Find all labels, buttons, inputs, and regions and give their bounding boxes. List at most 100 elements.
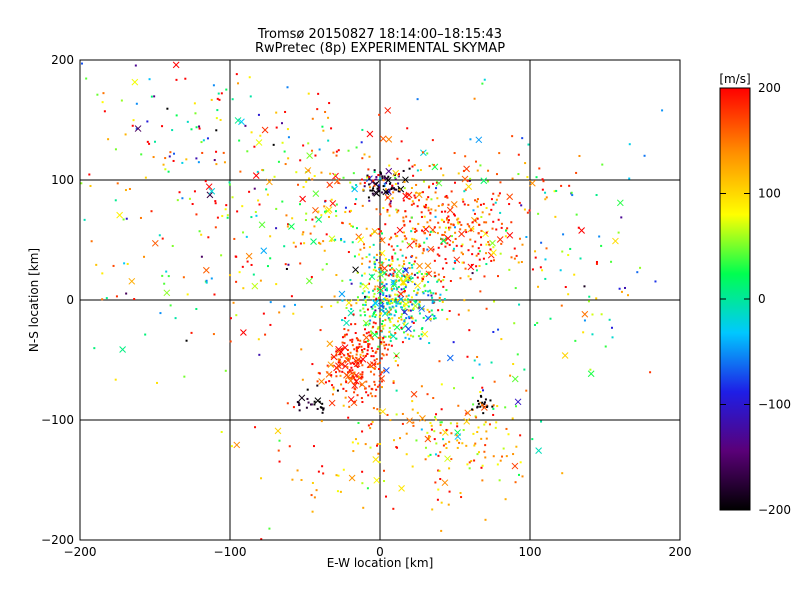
- data-point: [291, 478, 294, 481]
- data-point: [568, 184, 571, 187]
- data-point: [201, 151, 204, 154]
- data-point: [380, 270, 383, 273]
- data-point: [473, 459, 476, 462]
- data-point: [598, 235, 601, 238]
- data-point: [245, 235, 248, 238]
- data-point: [414, 319, 417, 322]
- data-point: [560, 184, 563, 187]
- data-point: [357, 346, 360, 349]
- data-point: [408, 262, 411, 265]
- data-point: [564, 286, 567, 289]
- data-point: [238, 271, 241, 274]
- data-point: [403, 287, 406, 290]
- data-point: [352, 357, 355, 360]
- data-point: [457, 217, 460, 220]
- data-point: [432, 292, 435, 295]
- data-marker-x: [446, 206, 454, 214]
- data-point: [216, 109, 219, 112]
- data-point: [375, 253, 378, 256]
- data-point: [424, 289, 427, 292]
- data-point: [325, 210, 328, 213]
- data-point: [406, 298, 409, 301]
- data-point: [185, 158, 188, 161]
- data-point: [542, 180, 545, 183]
- data-point: [554, 215, 557, 218]
- data-point: [442, 438, 445, 441]
- data-point: [448, 490, 451, 493]
- data-point: [372, 321, 375, 324]
- data-point: [405, 215, 408, 218]
- data-point: [410, 296, 413, 299]
- data-point: [311, 218, 314, 221]
- data-point: [460, 496, 463, 499]
- chart-subtitle: RwPretec (8p) EXPERIMENTAL SKYMAP: [255, 41, 505, 56]
- data-point: [348, 210, 351, 213]
- data-point: [334, 238, 337, 241]
- data-marker-x: [151, 239, 159, 247]
- data-point: [407, 315, 410, 318]
- data-point: [345, 333, 348, 336]
- data-point: [384, 223, 387, 226]
- data-marker-x: [252, 172, 260, 179]
- data-point: [379, 301, 382, 304]
- data-marker-x: [379, 135, 387, 143]
- data-point: [378, 113, 381, 116]
- data-marker-x: [134, 125, 142, 132]
- data-point: [219, 118, 222, 121]
- data-point: [481, 386, 484, 389]
- data-point: [421, 280, 424, 283]
- data-point: [404, 286, 407, 289]
- data-point: [541, 178, 544, 181]
- data-point: [375, 208, 378, 211]
- data-point: [336, 367, 339, 370]
- data-point: [511, 417, 514, 420]
- data-point: [114, 148, 117, 151]
- data-point: [436, 232, 439, 235]
- data-marker-x: [379, 408, 387, 415]
- data-point: [384, 318, 387, 321]
- data-point: [351, 355, 354, 358]
- data-point: [481, 211, 484, 214]
- data-point: [422, 316, 425, 319]
- data-marker-x: [172, 61, 180, 69]
- data-point: [269, 323, 272, 326]
- data-point: [411, 408, 414, 411]
- data-point: [420, 428, 423, 431]
- data-point: [327, 116, 330, 119]
- data-point: [353, 387, 356, 390]
- data-point: [386, 348, 389, 351]
- data-point: [415, 183, 418, 186]
- data-point: [275, 283, 278, 286]
- data-point: [362, 334, 365, 337]
- data-point: [212, 333, 215, 336]
- data-point: [367, 424, 370, 427]
- data-point: [413, 299, 416, 302]
- data-marker-x: [463, 418, 471, 425]
- data-point: [476, 355, 479, 358]
- data-point: [384, 278, 387, 281]
- data-point: [384, 190, 387, 193]
- data-point: [214, 200, 217, 203]
- data-point: [337, 181, 340, 184]
- data-point: [386, 191, 389, 194]
- data-point: [426, 316, 429, 319]
- data-point: [381, 191, 384, 194]
- data-point: [478, 223, 481, 226]
- data-point: [487, 240, 490, 243]
- data-point: [427, 280, 430, 283]
- data-point: [427, 290, 430, 293]
- data-point: [228, 183, 231, 186]
- data-point: [515, 445, 518, 448]
- data-point: [354, 202, 357, 205]
- data-marker-x: [304, 167, 312, 174]
- data-point: [438, 254, 441, 257]
- data-marker-x: [467, 225, 475, 233]
- data-point: [462, 200, 465, 203]
- data-point: [224, 369, 227, 372]
- data-point: [423, 225, 426, 228]
- data-marker-x: [581, 310, 589, 318]
- data-marker-x: [245, 252, 253, 260]
- data-point: [432, 182, 435, 185]
- data-point: [402, 270, 405, 273]
